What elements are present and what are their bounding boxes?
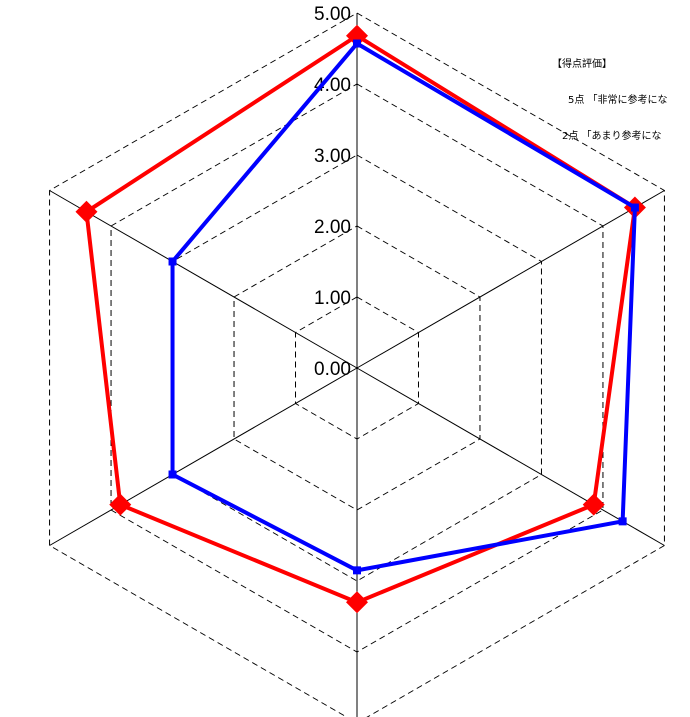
series-point-2 [618, 517, 627, 526]
series-point-1 [582, 493, 605, 516]
tick-label: 5.00 [314, 4, 351, 25]
radar-spokes [49, 13, 665, 717]
radar-series [75, 24, 646, 614]
axis-spoke [49, 190, 358, 369]
axis-spoke [49, 367, 358, 546]
tick-label: 2.00 [314, 217, 351, 238]
series-point-2 [168, 470, 177, 479]
series-point-1 [346, 24, 368, 47]
tick-label: 0.00 [314, 359, 351, 380]
tick-label: 1.00 [314, 288, 351, 309]
series-point-1 [75, 200, 98, 223]
radar-tick-labels: 0.00 1.00 2.00 3.00 4.00 5.00 [314, 4, 351, 380]
axis-spoke [356, 190, 665, 369]
tick-label: 4.00 [314, 75, 351, 96]
series-point-2 [353, 39, 361, 48]
score-legend-line-2: 2点 「あまり参考にな [562, 131, 662, 142]
tick-label: 3.00 [314, 146, 351, 167]
score-legend-line-1: 5点 「非常に参考にな [568, 95, 668, 106]
series-point-2 [168, 257, 177, 266]
score-legend-note: 【得点評価】 5点 「非常に参考にな 2点 「あまり参考にな [552, 35, 668, 155]
series-point-2 [353, 566, 361, 575]
score-legend-heading: 【得点評価】 [552, 59, 612, 70]
series-point-1 [346, 591, 368, 614]
axis-spoke [356, 367, 665, 546]
series-point-1 [109, 493, 132, 516]
series-point-2 [630, 203, 639, 212]
